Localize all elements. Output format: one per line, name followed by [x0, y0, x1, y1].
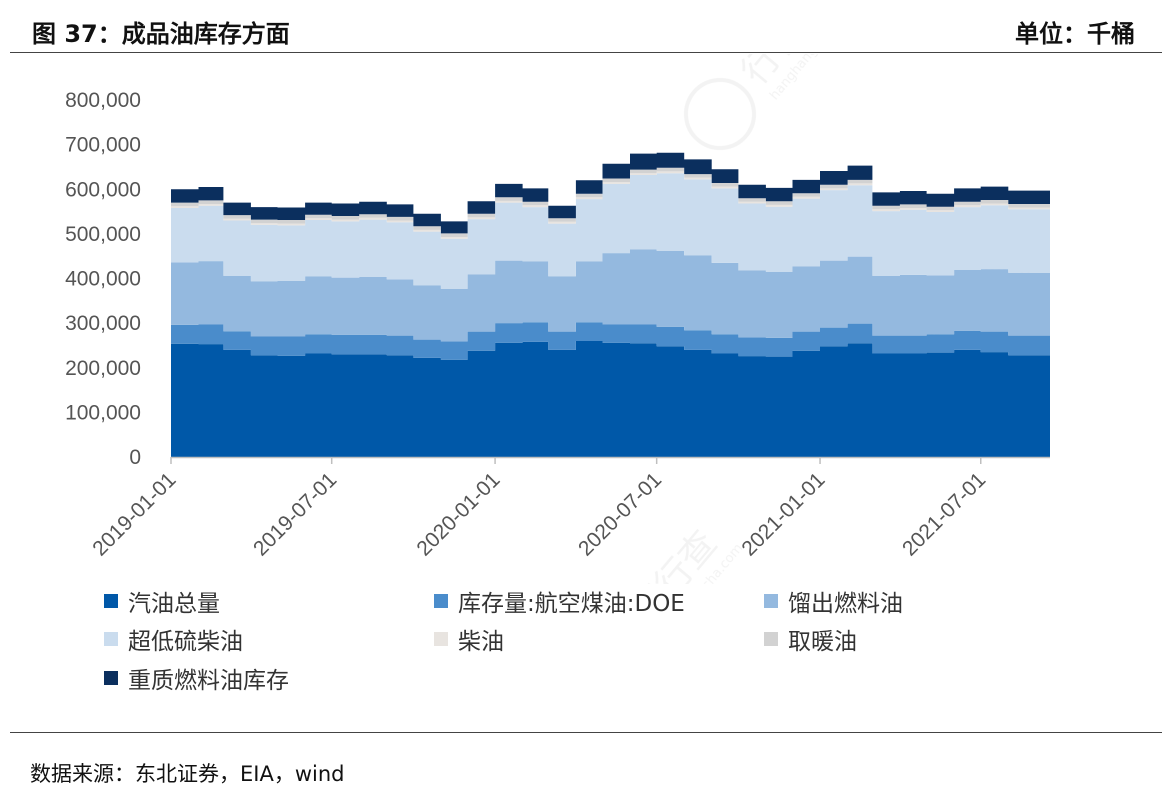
area-series-4 — [171, 173, 1050, 289]
series-areas — [171, 152, 1050, 457]
y-axis: 0 100,000 200,000 300,000 400,000 500,000 600,… — [65, 89, 141, 469]
legend-swatch — [764, 594, 778, 608]
area-series-3 — [171, 249, 1050, 342]
area-series-2 — [171, 322, 1050, 360]
legend-swatch — [104, 671, 118, 685]
footer-divider — [10, 732, 1162, 733]
legend-label: 超低硫柴油 — [128, 629, 243, 655]
x-tick-label: 2020-07-01 — [574, 468, 666, 560]
legend-swatch — [434, 594, 448, 608]
area-series-5 — [171, 171, 1050, 239]
y-tick-label: 0 — [129, 446, 141, 469]
unit-label: 单位：千桶 — [1015, 20, 1135, 48]
y-tick-label: 700,000 — [65, 134, 141, 157]
y-tick-label: 100,000 — [65, 401, 141, 424]
legend-item: 取暖油 — [764, 624, 857, 655]
legend-label: 重质燃料油库存 — [128, 668, 289, 694]
data-source: 数据来源：东北证券，EIA，wind — [30, 762, 345, 786]
legend-swatch — [434, 632, 448, 646]
legend-label: 柴油 — [458, 629, 504, 655]
x-tick-label: 2021-01-01 — [737, 468, 829, 560]
x-tick-label: 2021-07-01 — [898, 468, 990, 560]
legend-label: 汽油总量 — [128, 591, 220, 617]
legend-swatch — [104, 632, 118, 646]
legend-label: 库存量:航空煤油:DOE — [458, 591, 685, 617]
legend-item: 重质燃料油库存 — [104, 663, 289, 694]
stacked-area-chart: 行行查 hanghangcha.com 行行查 hanghangcha.com … — [65, 54, 1050, 584]
legend-item: 超低硫柴油 — [104, 624, 243, 655]
legend-item: 库存量:航空煤油:DOE — [434, 586, 685, 617]
y-tick-label: 300,000 — [65, 312, 141, 335]
legend-swatch — [104, 594, 118, 608]
legend-item: 柴油 — [434, 624, 504, 655]
legend-label: 取暖油 — [788, 629, 857, 655]
y-tick-label: 500,000 — [65, 223, 141, 246]
area-series-7 — [171, 152, 1050, 234]
legend-item: 汽油总量 — [104, 586, 220, 617]
y-tick-label: 200,000 — [65, 357, 141, 380]
y-tick-label: 800,000 — [65, 89, 141, 112]
legend-item: 馏出燃料油 — [764, 586, 903, 617]
x-tick-label: 2020-01-01 — [412, 468, 504, 560]
x-tick-label: 2019-01-01 — [88, 468, 180, 560]
area-series-1 — [171, 341, 1050, 457]
area-series-6 — [171, 167, 1050, 237]
figure-title: 图 37：成品油库存方面 — [32, 20, 290, 48]
legend-label: 馏出燃料油 — [788, 591, 903, 617]
x-axis: 2019-01-01 2019-07-01 2020-01-01 2020-07-01… — [88, 456, 1050, 560]
header-divider — [10, 52, 1162, 53]
legend-swatch — [764, 632, 778, 646]
y-tick-label: 400,000 — [65, 268, 141, 291]
x-tick-label: 2019-07-01 — [249, 468, 341, 560]
y-tick-label: 600,000 — [65, 178, 141, 201]
figure-header: 图 37：成品油库存方面 单位：千桶 — [0, 0, 1169, 52]
